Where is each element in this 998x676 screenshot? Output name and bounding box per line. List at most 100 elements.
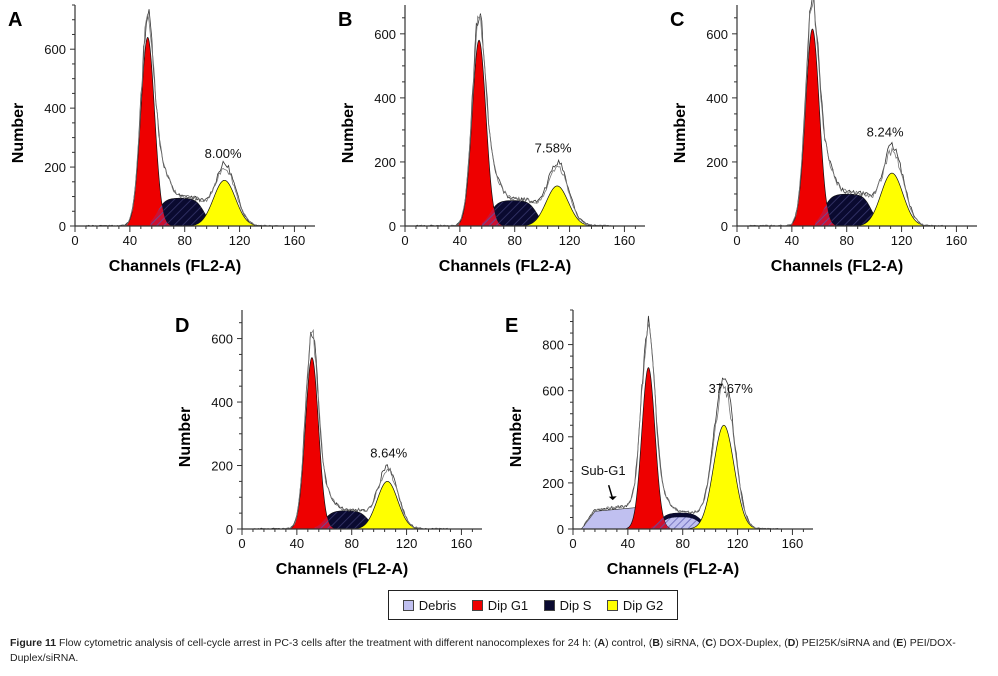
sub-g1-label: Sub-G1 — [581, 463, 626, 478]
y-tick-label: 600 — [44, 42, 66, 57]
y-tick-label: 400 — [211, 395, 233, 410]
x-tick-label: 0 — [71, 233, 78, 248]
legend-item-dip-g2: Dip G2 — [606, 598, 663, 613]
x-tick-label: 120 — [229, 233, 251, 248]
dip-g1-area — [124, 36, 171, 227]
caption-figure-label: Figure 11 — [10, 637, 57, 649]
y-axis-title: Number — [672, 103, 689, 163]
histogram-trace — [747, 0, 943, 227]
g1-s-overlap — [314, 516, 334, 529]
dip-g2-area — [689, 424, 759, 530]
y-tick-label: 200 — [44, 160, 66, 175]
panel-e: 0 40 80 120 160 0 200 400 600 800 Channels (FL2-A)… — [505, 309, 813, 578]
y-tick-label: 0 — [59, 219, 66, 234]
histogram-trace — [85, 9, 281, 227]
x-tick-label: 0 — [569, 536, 576, 551]
x-tick-label: 80 — [177, 233, 191, 248]
y-tick-label: 800 — [542, 338, 564, 353]
dip-g1-area — [626, 367, 671, 530]
caption-text-d: ) PEI25K/siRNA and ( — [795, 637, 897, 649]
dip-g1-area — [289, 357, 335, 530]
x-tick-label: 120 — [891, 233, 913, 248]
x-tick-label: 40 — [785, 233, 799, 248]
legend-item-dip-s: Dip S — [543, 597, 592, 613]
x-tick-label: 160 — [451, 536, 473, 551]
y-tick-label: 200 — [374, 155, 396, 170]
x-tick-label: 160 — [946, 233, 968, 248]
x-tick-label: 80 — [344, 536, 358, 551]
panel-c: 0 40 80 120 160 0 200 400 600 Channels (FL2-A) Num… — [670, 0, 977, 275]
caption-text-a: ) control, ( — [605, 637, 653, 649]
y-axis-title: Number — [508, 407, 525, 467]
dip-g2-area — [520, 185, 594, 227]
histogram-trace — [415, 14, 611, 227]
legend-swatch-dip-g2 — [606, 599, 618, 611]
x-tick-label: 40 — [123, 233, 137, 248]
x-axis-title: Channels (FL2-A) — [771, 258, 903, 275]
legend-item-dip-g1: Dip G1 — [471, 597, 529, 613]
g1-s-overlap — [481, 207, 502, 226]
g2-percentage-label: 7.58% — [535, 140, 572, 155]
x-tick-label: 80 — [675, 536, 689, 551]
x-tick-label: 160 — [782, 536, 804, 551]
legend-swatch-dip-g1 — [471, 599, 483, 611]
figure-caption: Figure 11 Flow cytometric analysis of ce… — [10, 636, 995, 666]
dip-g1-area — [789, 28, 836, 227]
y-axis-title: Number — [340, 103, 357, 163]
y-tick-label: 400 — [542, 430, 564, 445]
y-axis-title: Number — [10, 103, 27, 163]
x-tick-label: 0 — [238, 536, 245, 551]
caption-ref-a: A — [597, 637, 606, 649]
g1-s-overlap — [815, 204, 836, 226]
y-tick-label: 400 — [706, 91, 728, 106]
x-axis-title: Channels (FL2-A) — [439, 258, 571, 275]
g1-s-overlap — [150, 205, 171, 226]
histogram-trace — [747, 0, 943, 227]
panel-d: 0 40 80 120 160 0 200 400 600 Channels (FL2-A) Num… — [175, 310, 482, 578]
y-axis-title: Number — [177, 407, 194, 467]
panel-letter: D — [175, 315, 189, 337]
x-tick-label: 0 — [733, 233, 740, 248]
y-tick-label: 200 — [211, 459, 233, 474]
panel-b: 0 40 80 120 160 0 200 400 600 Channels (FL2-A) Num… — [338, 5, 645, 275]
legend-item-debris: Debris — [402, 597, 457, 613]
legend-label-dip-g1: Dip G1 — [487, 597, 529, 613]
panel-a: 0 40 80 120 160 0 200 400 600 Channels (FL2-A) Num… — [8, 4, 315, 275]
caption-ref-b: B — [652, 637, 660, 649]
histogram-trace — [85, 13, 281, 227]
x-tick-label: 40 — [621, 536, 635, 551]
x-axis-title: Channels (FL2-A) — [607, 561, 739, 578]
histogram-trace — [252, 331, 448, 530]
y-tick-label: 200 — [706, 155, 728, 170]
panel-letter: C — [670, 9, 684, 31]
x-tick-label: 120 — [559, 233, 581, 248]
x-axis-title: Channels (FL2-A) — [276, 561, 408, 578]
y-tick-label: 0 — [226, 522, 233, 537]
debris-area — [580, 506, 642, 530]
g2-percentage-label: 8.00% — [205, 146, 242, 161]
legend-label-dip-s: Dip S — [559, 597, 592, 613]
y-tick-label: 400 — [44, 101, 66, 116]
y-tick-label: 600 — [542, 384, 564, 399]
y-tick-label: 400 — [374, 91, 396, 106]
x-tick-label: 40 — [290, 536, 304, 551]
x-tick-label: 160 — [614, 233, 636, 248]
legend-label-debris: Debris — [418, 597, 457, 613]
y-tick-label: 200 — [542, 476, 564, 491]
panel-letter: A — [8, 9, 22, 31]
g1-s-overlap — [651, 517, 671, 529]
x-tick-label: 40 — [453, 233, 467, 248]
y-tick-label: 600 — [211, 332, 233, 347]
caption-text-c: ) DOX-Duplex, ( — [713, 637, 788, 649]
y-tick-label: 0 — [557, 522, 564, 537]
histogram-trace — [415, 13, 611, 227]
x-tick-label: 80 — [507, 233, 521, 248]
histogram-trace — [583, 323, 779, 530]
dip-g2-area — [855, 172, 929, 227]
y-tick-label: 600 — [706, 27, 728, 42]
caption-text-b: ) siRNA, ( — [659, 637, 706, 649]
x-tick-label: 120 — [396, 536, 418, 551]
legend: Debris Dip G1 Dip S Dip G2 — [388, 590, 678, 620]
caption-ref-e: E — [896, 637, 904, 649]
legend-swatch-dip-s — [543, 599, 555, 611]
